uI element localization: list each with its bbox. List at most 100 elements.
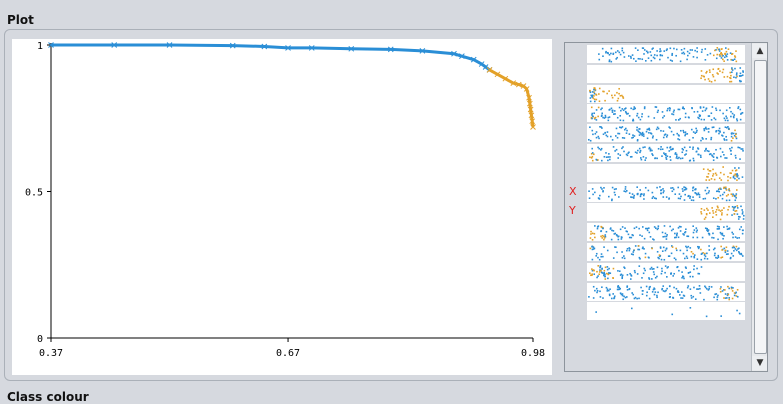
scatter-dot — [618, 92, 620, 95]
scatter-dot — [704, 59, 707, 61]
scatter-dot — [700, 211, 702, 214]
vertical-scrollbar[interactable]: ▲ ▼ — [751, 43, 767, 371]
scatter-dot — [621, 294, 624, 296]
scatter-dot — [694, 297, 697, 300]
scatter-dot — [720, 48, 723, 51]
scatter-dot — [698, 117, 700, 120]
scatter-dot — [715, 256, 717, 259]
scroll-down-button[interactable]: ▼ — [752, 356, 767, 370]
scatter-strip[interactable] — [587, 183, 745, 202]
scroll-up-button[interactable]: ▲ — [752, 44, 767, 58]
scatter-dot — [729, 80, 731, 83]
scatter-dot — [698, 272, 701, 275]
scatter-strip[interactable] — [587, 84, 745, 103]
scatter-dot — [709, 153, 712, 155]
scatter-dot — [692, 252, 694, 255]
scatter-dot — [630, 236, 633, 239]
scatter-dot — [737, 216, 740, 218]
scatter-dot — [733, 294, 736, 296]
scatter-dot — [677, 227, 680, 229]
scatter-dot — [729, 76, 731, 79]
scatter-strip[interactable] — [587, 64, 745, 83]
scatter-dot — [591, 118, 593, 120]
scatter-dot — [621, 108, 624, 111]
scatter-dot — [723, 186, 725, 188]
scatter-dot — [740, 252, 743, 255]
scatter-dot — [600, 115, 603, 118]
scatter-dot — [734, 199, 737, 201]
scatter-dot — [690, 250, 693, 253]
scatter-dot — [665, 153, 667, 155]
scatter-strip-plot — [588, 185, 738, 201]
scatter-dot — [682, 130, 685, 132]
scatter-dot — [621, 47, 624, 50]
scatter-dot — [671, 148, 673, 151]
scatter-dot — [731, 53, 734, 55]
scatter-dot — [726, 59, 729, 61]
scatter-dot — [634, 47, 637, 49]
scatter-dot — [715, 131, 717, 133]
scatter-dot — [598, 58, 601, 61]
scatter-dot — [621, 126, 624, 128]
scatter-dot — [661, 231, 664, 234]
scatter-dot — [736, 295, 739, 298]
scatter-dot — [678, 225, 681, 228]
scatter-dot — [636, 129, 638, 131]
scatter-dot — [663, 153, 666, 156]
scatter-dot — [661, 270, 663, 272]
scatter-dot — [647, 57, 650, 59]
scatter-dot — [705, 192, 708, 195]
scatter-dot — [637, 49, 639, 51]
scatter-dot — [610, 135, 612, 138]
scatter-dot — [720, 315, 722, 318]
scatter-dot — [666, 287, 668, 290]
scroll-thumb[interactable] — [754, 60, 767, 354]
scatter-dot — [648, 129, 651, 131]
scatter-strip[interactable] — [587, 144, 745, 162]
scatter-dot — [732, 116, 735, 118]
scatter-dot — [690, 128, 693, 131]
scatter-dot — [641, 226, 644, 228]
scatter-strip[interactable] — [587, 223, 745, 242]
scatter-dot — [725, 115, 727, 118]
scatter-strip[interactable] — [587, 262, 745, 281]
scatter-dot — [611, 139, 614, 141]
scatter-dot — [648, 287, 651, 290]
scatter-dot — [590, 157, 593, 159]
scatter-dot — [687, 116, 690, 119]
scatter-strip[interactable] — [587, 282, 745, 301]
scatter-dot — [715, 190, 718, 192]
plot-canvas[interactable]: 0 0.5 1 0.37 0.67 0.98 — [12, 39, 552, 375]
scatter-strip[interactable] — [587, 302, 745, 321]
scatter-dot — [665, 154, 667, 157]
scatter-dot — [738, 313, 741, 315]
scatter-dot — [665, 158, 668, 160]
scatter-dot — [591, 268, 593, 270]
scatter-strip[interactable] — [587, 243, 745, 261]
scatter-strip[interactable] — [587, 203, 745, 222]
scatter-dot — [589, 91, 592, 93]
scatter-dot — [611, 110, 614, 112]
scatter-strip-plot — [589, 225, 744, 241]
scatter-dot — [673, 272, 676, 275]
scatter-dot — [735, 245, 738, 248]
scatter-dot — [622, 109, 625, 112]
scatter-dot — [736, 118, 738, 121]
scatter-dot — [669, 146, 671, 149]
scatter-dot — [646, 227, 649, 230]
scatter-dot — [735, 133, 737, 136]
scatter-strip[interactable] — [587, 124, 745, 143]
scatter-dot — [716, 205, 719, 208]
scatter-strip[interactable] — [587, 45, 745, 63]
scatter-dot — [733, 76, 735, 78]
scatter-strip[interactable] — [587, 163, 745, 182]
scatter-matrix-panel[interactable]: X Y ▲ ▼ — [564, 42, 768, 372]
scatter-dot — [623, 255, 625, 257]
scatter-dot — [592, 285, 595, 288]
scatter-strip[interactable] — [587, 104, 745, 123]
scatter-dot — [657, 227, 660, 230]
scatter-dot — [679, 118, 681, 120]
scatter-dot — [625, 230, 628, 233]
scatter-dot — [715, 197, 717, 200]
scatter-dot — [683, 234, 685, 236]
